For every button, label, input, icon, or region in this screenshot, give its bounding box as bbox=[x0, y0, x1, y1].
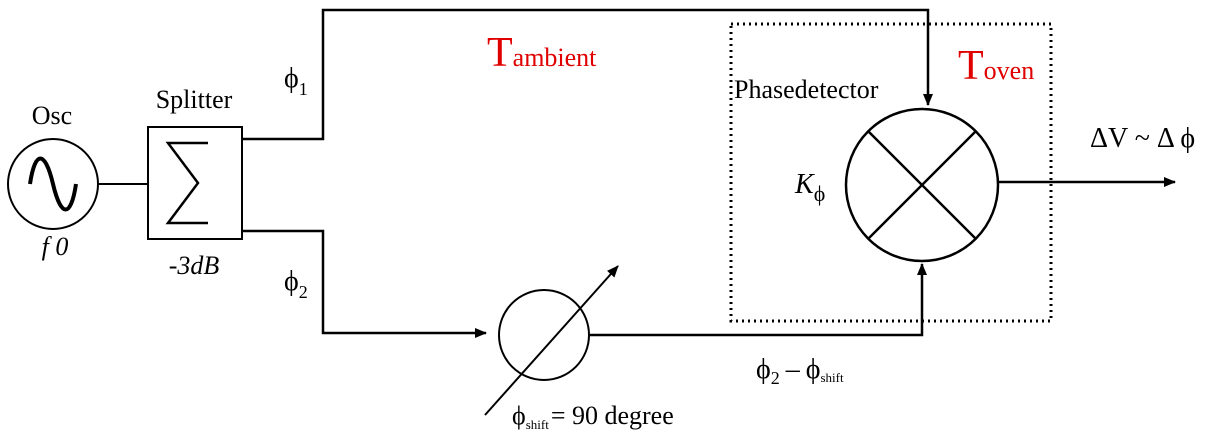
oscillator-label: Osc bbox=[32, 101, 72, 130]
output-label: ΔV ~ Δ ϕ bbox=[1090, 123, 1195, 154]
ambient-temperature-label: Tambient bbox=[487, 30, 597, 76]
mixer-cross-line-2 bbox=[867, 130, 977, 240]
oven-temperature-label: Toven bbox=[958, 43, 1034, 89]
phase-detector-label: Phasedetector bbox=[734, 75, 879, 104]
phi1-label: ϕ1 bbox=[284, 63, 308, 99]
sigma-icon bbox=[165, 141, 208, 225]
splitter-label: Splitter bbox=[156, 85, 233, 114]
phase-shift-value-label: ϕshift= 90 degree bbox=[512, 401, 674, 432]
splitter-loss-label: -3dB bbox=[169, 251, 220, 280]
phi2-label: ϕ2 bbox=[284, 266, 308, 302]
shifter-to-detector-path bbox=[589, 263, 927, 337]
phi-difference-label: ϕ2– ϕshift bbox=[756, 354, 844, 388]
oven-enclosure bbox=[729, 22, 1053, 323]
sine-wave-icon bbox=[28, 156, 78, 212]
phase-detector-circle bbox=[844, 107, 1000, 263]
detector-gain-label: Kϕ bbox=[794, 169, 825, 206]
oscillator-frequency-label: f 0 bbox=[42, 232, 69, 261]
adjustable-arrow-icon bbox=[484, 265, 619, 416]
phase-shifter-circle bbox=[498, 289, 590, 381]
oscillator bbox=[7, 138, 99, 230]
splitter-box bbox=[147, 126, 243, 240]
phi1-path bbox=[242, 8, 933, 141]
phi2-path bbox=[242, 229, 487, 338]
